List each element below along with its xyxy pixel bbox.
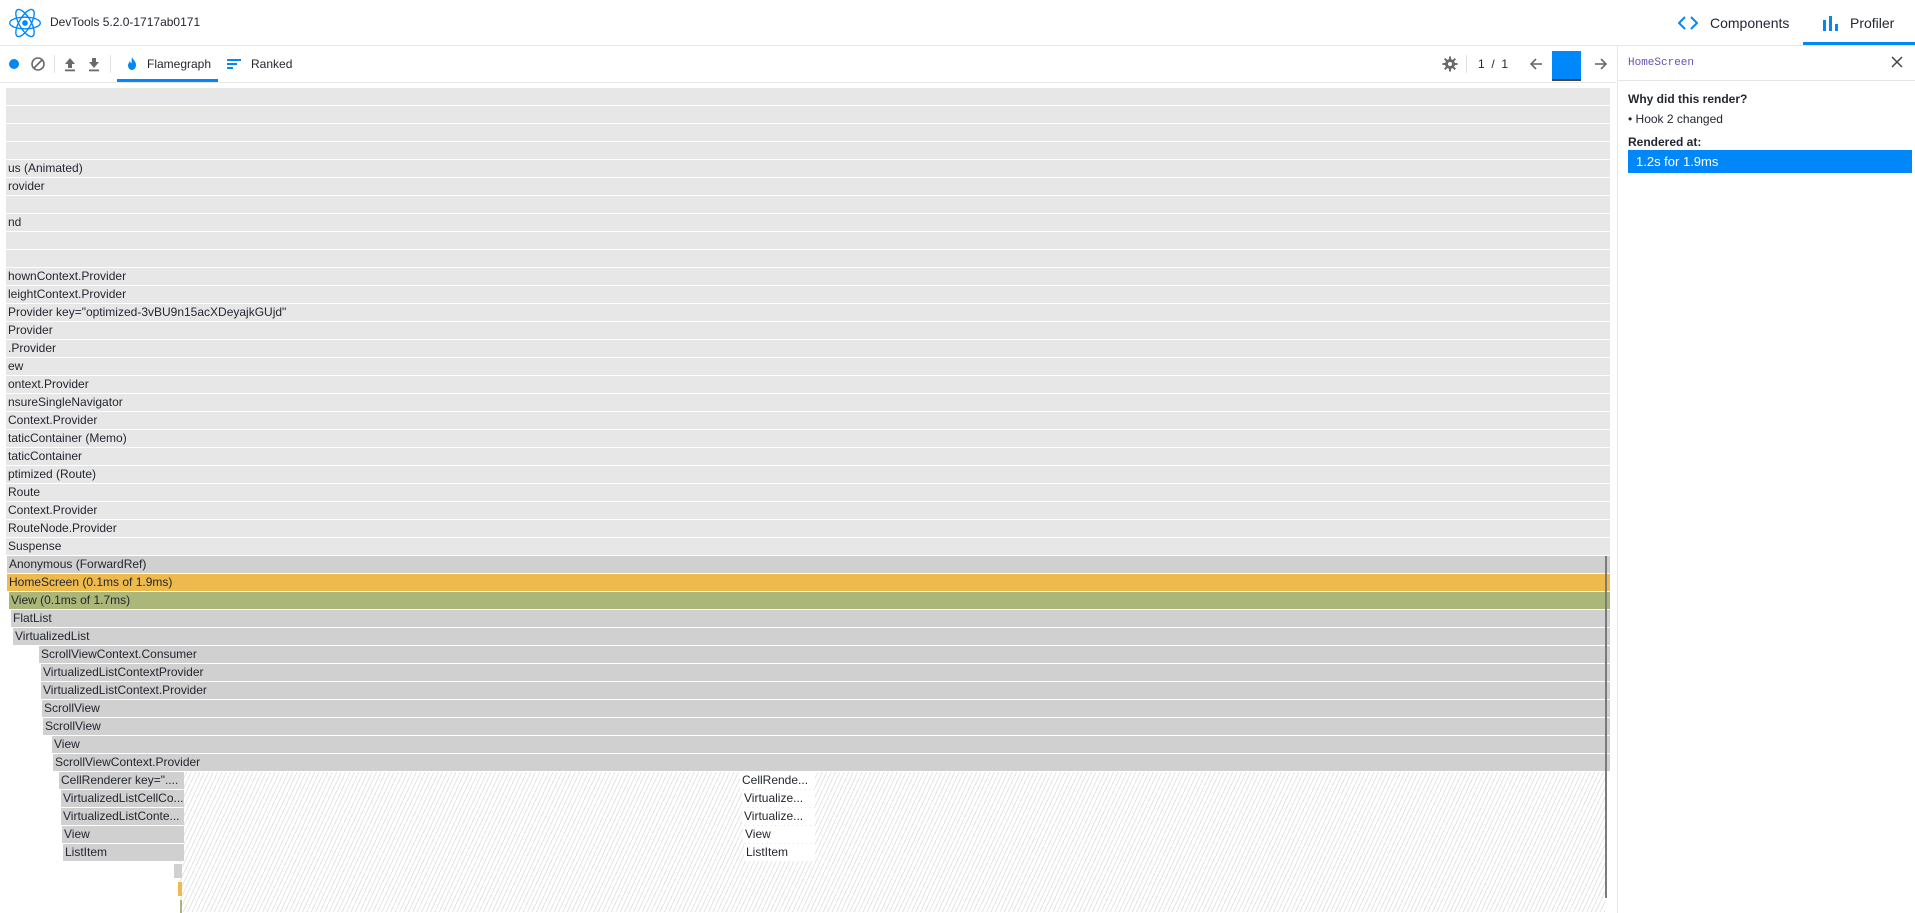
react-logo-icon: [9, 8, 41, 38]
rendered-at-label: Rendered at:: [1628, 135, 1702, 149]
profiler-toolbar: Flamegraph Ranked 1 / 1: [0, 46, 1616, 83]
flamegraph-bar[interactable]: ontext.Provider: [6, 376, 1610, 393]
flamegraph-bar[interactable]: View: [62, 826, 184, 843]
flamegraph-bar[interactable]: Virtualize...: [742, 790, 815, 807]
selected-component-name: HomeScreen: [1628, 57, 1695, 69]
flamegraph-bar[interactable]: VirtualizedListContext.Provider: [41, 682, 1610, 699]
app-title: DevTools 5.2.0-1717ab0171: [50, 15, 201, 29]
flamegraph-bar[interactable]: Provider: [6, 322, 1610, 339]
flamegraph-bar[interactable]: [6, 250, 1610, 267]
flamegraph-bar[interactable]: taticContainer: [6, 448, 1610, 465]
flamegraph-bar[interactable]: [6, 124, 1610, 141]
selected-fiber-sidebar: HomeScreen Why did this render? • Hook 2…: [1617, 46, 1915, 913]
flamegraph-bar[interactable]: [6, 196, 1610, 213]
tab-ranked[interactable]: Ranked: [227, 46, 292, 82]
toolbar-divider: [110, 55, 111, 73]
ranked-icon: [227, 59, 241, 69]
flamegraph-bar[interactable]: CellRenderer key="....: [59, 772, 184, 789]
why-render-label: Why did this render?: [1628, 92, 1748, 106]
devtools-header: DevTools 5.2.0-1717ab0171 Components Pro…: [0, 0, 1915, 46]
flamegraph-bar[interactable]: taticContainer (Memo): [6, 430, 1610, 447]
flamegraph-bar[interactable]: Context.Provider: [6, 412, 1610, 429]
active-tab-indicator: [117, 79, 218, 82]
flamegraph-bar[interactable]: ew: [6, 358, 1610, 375]
unrendered-region: [180, 772, 1605, 912]
flamegraph-bar[interactable]: [6, 142, 1610, 159]
flamegraph-bar[interactable]: ListItem: [744, 844, 815, 861]
flamegraph-bar[interactable]: Provider key="optimized-3vBU9n15acXDeyaj…: [6, 304, 1610, 321]
flamegraph-bar[interactable]: [6, 232, 1610, 249]
flamegraph-bar[interactable]: CellRende...: [740, 772, 815, 789]
flamegraph-child-bar[interactable]: [174, 864, 182, 878]
flamegraph-bar[interactable]: VirtualizedListCellCo...: [61, 790, 184, 807]
flamegraph-bar[interactable]: RouteNode.Provider: [6, 520, 1610, 537]
tab-components-label: Components: [1710, 14, 1790, 31]
save-profile-icon[interactable]: [86, 56, 102, 72]
flamegraph-bar[interactable]: ScrollViewContext.Provider: [53, 754, 1610, 771]
flamegraph-bar[interactable]: Suspense: [6, 538, 1610, 555]
tab-flamegraph[interactable]: Flamegraph: [117, 46, 218, 82]
flamegraph-bar[interactable]: [6, 88, 1610, 105]
flamegraph-bar[interactable]: leightContext.Provider: [6, 286, 1610, 303]
commit-separator: /: [1491, 57, 1495, 71]
flamegraph-bar[interactable]: rovider: [6, 178, 1610, 195]
flamegraph-bar[interactable]: nsureSingleNavigator: [6, 394, 1610, 411]
active-tab-indicator: [1803, 42, 1915, 45]
flamegraph-bar[interactable]: hownContext.Provider: [6, 268, 1610, 285]
tab-flamegraph-label: Flamegraph: [147, 57, 212, 71]
tab-profiler-label: Profiler: [1850, 14, 1895, 31]
close-icon[interactable]: [1890, 55, 1904, 69]
flamegraph-child-bar[interactable]: [180, 900, 182, 913]
flamegraph-bar[interactable]: VirtualizedListContextProvider: [41, 664, 1610, 681]
flamegraph-bar[interactable]: ScrollViewContext.Consumer: [39, 646, 1610, 663]
flamegraph-bar[interactable]: Virtualize...: [742, 808, 815, 825]
commit-bar-selected[interactable]: [1552, 51, 1581, 80]
flamegraph-bar[interactable]: HomeScreen (0.1ms of 1.9ms): [7, 574, 1610, 591]
flamegraph-bar[interactable]: ScrollView: [43, 718, 1610, 735]
why-render-reason: • Hook 2 changed: [1628, 112, 1723, 126]
tab-ranked-label: Ranked: [251, 57, 293, 71]
toolbar-divider: [54, 55, 55, 73]
flamegraph-bar[interactable]: .Provider: [6, 340, 1610, 357]
tab-profiler[interactable]: Profiler: [1803, 0, 1915, 45]
record-icon[interactable]: [6, 56, 22, 72]
rendered-at-value: 1.2s for 1.9ms: [1636, 154, 1719, 169]
toolbar-divider: [1466, 55, 1467, 73]
flamegraph-bar[interactable]: ptimized (Route): [6, 466, 1610, 483]
flamegraph-bar[interactable]: FlatList: [11, 610, 1610, 627]
tab-components[interactable]: Components: [1678, 0, 1789, 45]
commit-current: 1: [1478, 57, 1485, 71]
flamegraph-child-bar[interactable]: [178, 882, 182, 896]
flamegraph-bar[interactable]: Anonymous (ForwardRef): [7, 556, 1610, 573]
commit-bar-indicator: [1552, 79, 1581, 81]
sidebar-header: HomeScreen: [1618, 46, 1915, 81]
flamegraph-bar[interactable]: View: [52, 736, 1610, 753]
bar-chart-icon: [1823, 15, 1838, 31]
flamegraph-chart: us (Animated) rovider nd hownContext.Provid…: [0, 88, 1616, 913]
flamegraph-bar[interactable]: Context.Provider: [6, 502, 1610, 519]
code-icon: [1678, 15, 1698, 30]
load-profile-icon[interactable]: [62, 56, 78, 72]
flamegraph-edge: [1605, 556, 1607, 898]
flamegraph-bar[interactable]: View: [743, 826, 815, 843]
flamegraph-bar[interactable]: VirtualizedList: [13, 628, 1610, 645]
arrow-left-icon[interactable]: [1528, 56, 1544, 72]
flamegraph-bar[interactable]: ScrollView: [42, 700, 1610, 717]
commit-total: 1: [1501, 57, 1509, 71]
flamegraph-bar[interactable]: VirtualizedListConte...: [61, 808, 184, 825]
flamegraph-bar[interactable]: Route: [6, 484, 1610, 501]
commit-counter: 1 / 1: [1478, 57, 1508, 71]
arrow-right-icon[interactable]: [1593, 56, 1609, 72]
settings-gear-icon[interactable]: [1442, 56, 1458, 72]
flamegraph-bar[interactable]: [6, 106, 1610, 123]
flame-icon: [128, 57, 136, 70]
flamegraph-bar[interactable]: us (Animated): [6, 160, 1610, 177]
flamegraph-bar[interactable]: View (0.1ms of 1.7ms): [9, 592, 1610, 609]
flamegraph-bar[interactable]: nd: [6, 214, 1610, 231]
clear-icon[interactable]: [30, 56, 46, 72]
flamegraph-bar[interactable]: ListItem: [63, 844, 184, 861]
rendered-at-commit[interactable]: 1.2s for 1.9ms: [1628, 150, 1912, 173]
